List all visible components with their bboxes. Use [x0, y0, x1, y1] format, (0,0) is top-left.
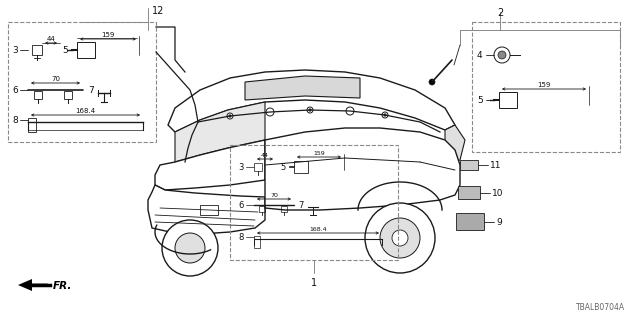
Text: 70: 70 [270, 193, 278, 197]
Text: 168.4: 168.4 [76, 108, 95, 114]
Text: 159: 159 [101, 32, 115, 38]
Text: 11: 11 [490, 161, 502, 170]
Circle shape [227, 113, 233, 119]
Bar [77, 42, 95, 58]
Circle shape [365, 203, 435, 273]
Bar [64, 91, 72, 99]
Bar [460, 160, 478, 170]
Polygon shape [245, 76, 360, 100]
Text: 5: 5 [62, 45, 68, 54]
Bar [200, 205, 218, 215]
Bar [230, 145, 398, 260]
Circle shape [162, 220, 218, 276]
Circle shape [382, 112, 388, 118]
Bar [281, 206, 287, 212]
Polygon shape [445, 125, 465, 165]
Polygon shape [148, 185, 265, 234]
Bar [32, 45, 42, 55]
Bar [456, 213, 484, 230]
Bar [254, 163, 262, 171]
Text: 8: 8 [238, 233, 243, 242]
Circle shape [494, 47, 510, 63]
Polygon shape [175, 102, 265, 162]
Text: 7: 7 [88, 85, 93, 94]
Text: 3: 3 [238, 163, 243, 172]
Text: 159: 159 [313, 150, 325, 156]
Circle shape [266, 108, 274, 116]
Text: 44: 44 [47, 36, 56, 42]
Circle shape [429, 79, 435, 85]
Text: 4: 4 [477, 51, 483, 60]
Text: 44: 44 [261, 153, 269, 157]
Text: 3: 3 [12, 45, 18, 54]
Bar [499, 92, 517, 108]
Text: 6: 6 [238, 201, 243, 210]
Text: 1: 1 [311, 278, 317, 288]
Text: 9: 9 [496, 218, 502, 227]
Circle shape [384, 114, 386, 116]
Text: 12: 12 [152, 6, 164, 16]
Circle shape [229, 115, 231, 117]
Text: 70: 70 [51, 76, 60, 82]
Bar [34, 91, 42, 99]
Polygon shape [168, 70, 455, 132]
Bar [259, 206, 265, 212]
Text: 6: 6 [12, 85, 18, 94]
Circle shape [307, 107, 313, 113]
Polygon shape [265, 128, 460, 210]
Text: 7: 7 [298, 201, 303, 210]
Bar [472, 22, 620, 152]
Text: 10: 10 [492, 188, 504, 197]
Text: 168.4: 168.4 [309, 227, 327, 231]
Text: 5: 5 [477, 95, 483, 105]
Text: 159: 159 [538, 82, 550, 88]
Text: 2: 2 [497, 8, 503, 18]
Circle shape [309, 109, 311, 111]
Circle shape [498, 51, 506, 59]
Circle shape [346, 107, 354, 115]
Text: 8: 8 [12, 116, 18, 124]
Bar [254, 236, 260, 248]
Text: FR.: FR. [53, 281, 72, 291]
Polygon shape [155, 140, 265, 190]
Circle shape [392, 230, 408, 246]
Text: 5: 5 [280, 163, 285, 172]
Circle shape [175, 233, 205, 263]
Bar [294, 161, 308, 173]
Bar [28, 118, 36, 132]
Text: TBALB0704A: TBALB0704A [576, 303, 625, 312]
Bar [458, 186, 480, 199]
Polygon shape [18, 279, 32, 291]
Circle shape [380, 218, 420, 258]
Bar [8, 22, 156, 142]
